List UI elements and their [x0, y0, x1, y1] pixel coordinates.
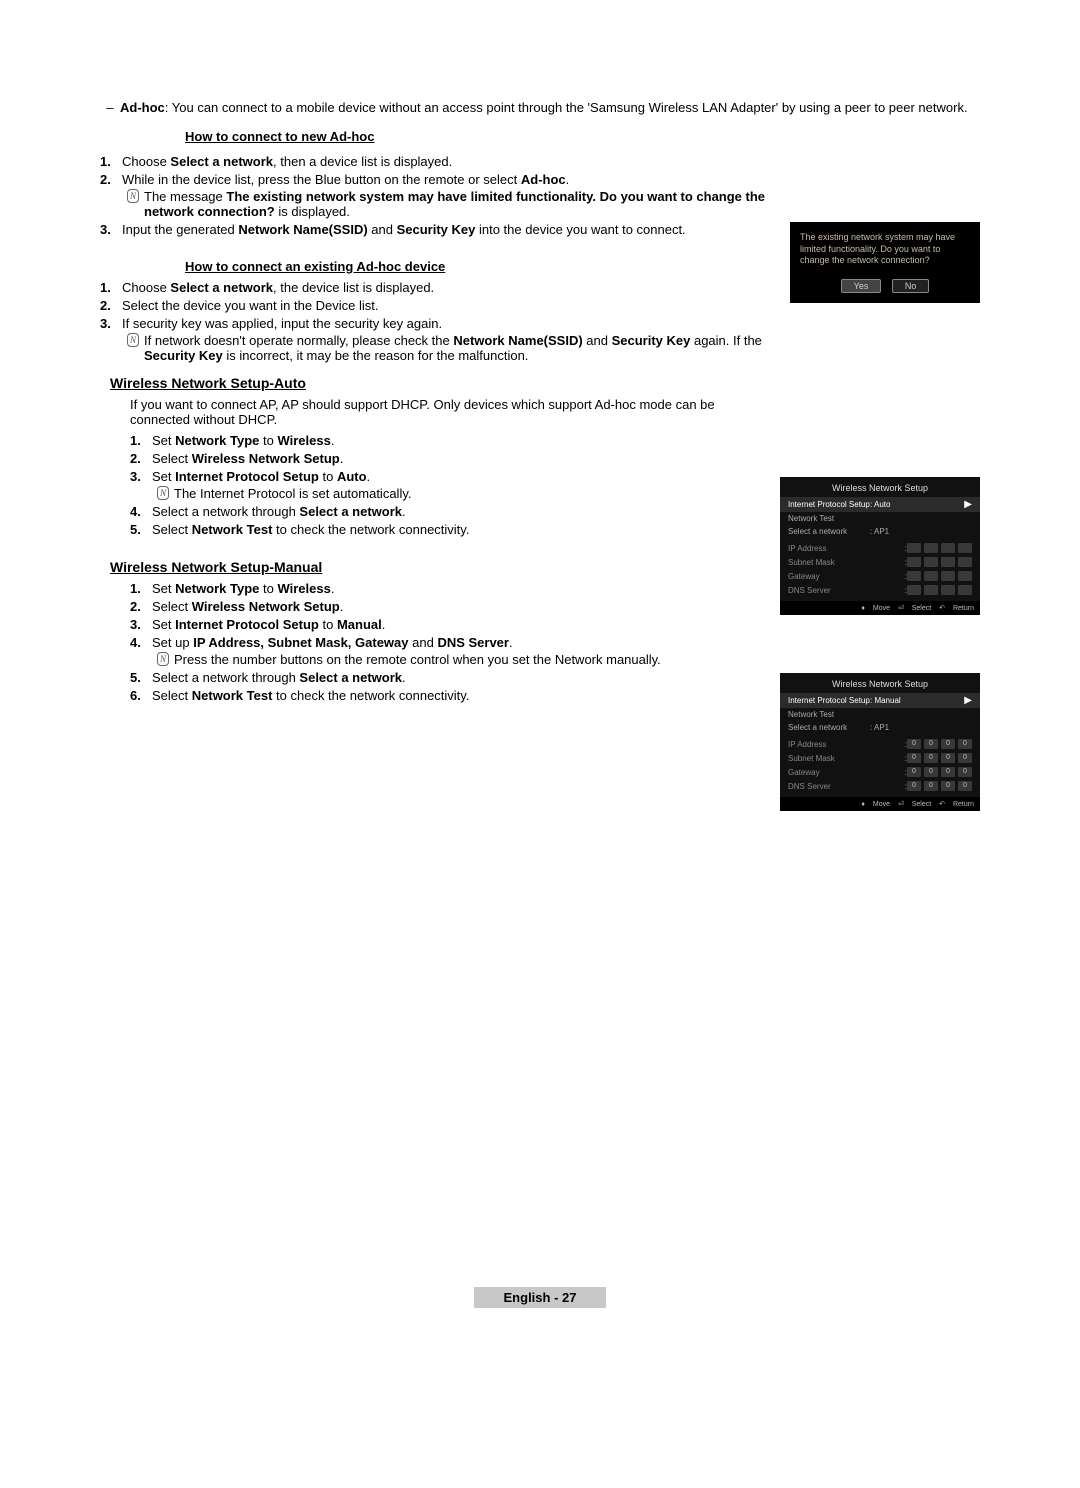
wireless-setup-panel-auto: Wireless Network Setup Internet Protocol…: [780, 477, 980, 615]
panel-row-select-network[interactable]: Select a network: AP1: [780, 525, 980, 538]
list-item: 1.Set Network Type to Wireless.: [130, 433, 980, 448]
list-item: 4. Set up IP Address, Subnet Mask, Gatew…: [130, 635, 980, 667]
list-item: 3. If security key was applied, input th…: [100, 316, 980, 363]
heading-new-adhoc: How to connect to new Ad-hoc: [185, 129, 980, 144]
panel-row-dns: DNS Server:0000: [780, 779, 980, 793]
panel-row-network-test[interactable]: Network Test: [780, 708, 980, 721]
panel-row-ip: IP Address:....: [780, 541, 980, 555]
note-icon: N: [152, 486, 174, 501]
panel-row-network-test[interactable]: Network Test: [780, 512, 980, 525]
auto-intro: If you want to connect AP, AP should sup…: [130, 397, 980, 427]
page-footer: English - 27: [0, 1287, 1080, 1308]
list-item: 1. Choose Select a network, then a devic…: [100, 154, 980, 169]
list-item: 2. While in the device list, press the B…: [100, 172, 980, 219]
note-icon: N: [122, 189, 144, 219]
note-icon: N: [122, 333, 144, 363]
panel-footer: ♦ Move ⏎ Select ↶ Return: [780, 601, 980, 615]
panel-row-subnet: Subnet Mask:....: [780, 555, 980, 569]
panel-row-ips[interactable]: Internet Protocol Setup : Auto ▶: [780, 497, 980, 512]
wireless-setup-panel-manual: Wireless Network Setup Internet Protocol…: [780, 673, 980, 811]
chevron-right-icon: ▶: [960, 695, 972, 706]
adhoc-text: : You can connect to a mobile device wit…: [165, 100, 968, 115]
adhoc-intro: – Ad-hoc: You can connect to a mobile de…: [100, 100, 980, 115]
panel-row-ip: IP Address:0000: [780, 737, 980, 751]
heading-setup-auto: Wireless Network Setup-Auto: [110, 375, 980, 391]
chevron-right-icon: ▶: [960, 499, 972, 510]
list-item: 3.Set Internet Protocol Setup to Manual.: [130, 617, 980, 632]
note-icon: N: [152, 652, 174, 667]
list-item: 2.Select Wireless Network Setup.: [130, 451, 980, 466]
dialog-message: The existing network system may have lim…: [800, 232, 970, 267]
confirm-dialog: The existing network system may have lim…: [790, 222, 980, 303]
no-button[interactable]: No: [892, 279, 930, 293]
panel-row-gateway: Gateway:0000: [780, 765, 980, 779]
panel-title: Wireless Network Setup: [780, 481, 980, 497]
panel-row-gateway: Gateway:....: [780, 569, 980, 583]
panel-footer: ♦ Move ⏎ Select ↶ Return: [780, 797, 980, 811]
panel-row-select-network[interactable]: Select a network: AP1: [780, 721, 980, 734]
yes-button[interactable]: Yes: [841, 279, 882, 293]
panel-row-subnet: Subnet Mask:0000: [780, 751, 980, 765]
adhoc-label: Ad-hoc: [120, 100, 165, 115]
panel-title: Wireless Network Setup: [780, 677, 980, 693]
dash-bullet: –: [100, 100, 120, 115]
panel-row-dns: DNS Server:....: [780, 583, 980, 597]
panel-row-ips[interactable]: Internet Protocol Setup : Manual ▶: [780, 693, 980, 708]
